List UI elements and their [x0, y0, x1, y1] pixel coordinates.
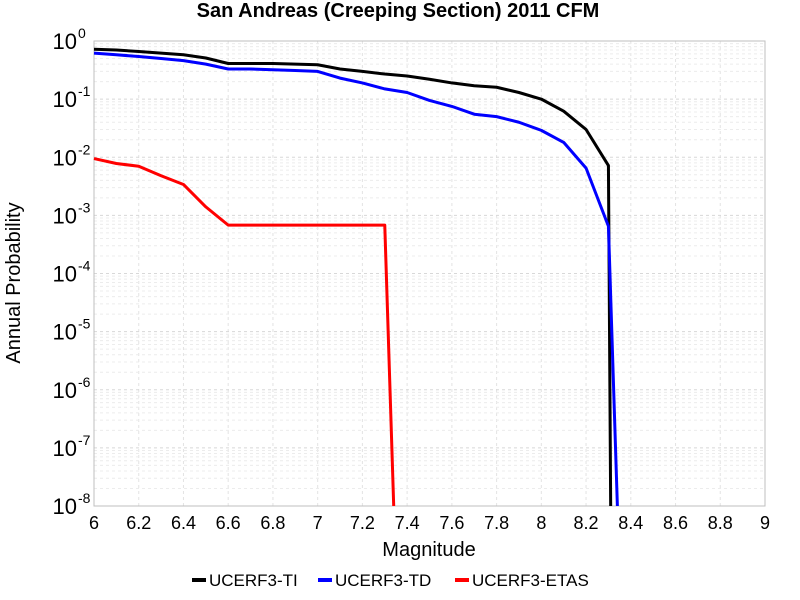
y-tick-label: 10 [53, 320, 77, 345]
x-axis-ticks: 6 6.2 6.4 6.6 6.8 7 7.2 7.4 7.6 7.8 8 8.2 8.4 8.6 8.8 9 [89, 513, 770, 533]
y-tick-label: 10 [53, 378, 77, 403]
series-line-1 [93, 47, 613, 507]
series-line-3 [93, 157, 396, 507]
x-tick-label: 7.2 [350, 513, 375, 533]
y-tick-label: 10 [53, 436, 77, 461]
y-tick-label: 10 [53, 87, 77, 112]
y-tick-exponent: -6 [78, 374, 91, 390]
x-tick-label: 7.6 [439, 513, 464, 533]
x-tick-label: 7 [313, 513, 323, 533]
x-tick-label: 8.2 [574, 513, 599, 533]
y-tick-exponent: -2 [78, 141, 91, 157]
y-tick-exponent: -7 [78, 432, 91, 448]
legend-label-2: UCERF3-TD [335, 571, 431, 590]
x-tick-label: 8 [536, 513, 546, 533]
grid [93, 41, 766, 507]
x-tick-label: 8.6 [663, 513, 688, 533]
x-tick-label: 8.4 [618, 513, 643, 533]
y-tick-exponent: -5 [78, 316, 91, 332]
y-tick-label: 10 [53, 203, 77, 228]
x-tick-label: 6 [89, 513, 99, 533]
x-tick-label: 7.8 [484, 513, 509, 533]
series-layer [93, 47, 619, 507]
x-tick-label: 7.4 [395, 513, 420, 533]
legend-label-1: UCERF3-TI [209, 571, 298, 590]
y-tick-exponent: -1 [78, 83, 91, 99]
y-axis-label: Annual Probability [3, 202, 25, 363]
x-axis-label: Magnitude [382, 539, 475, 561]
x-tick-label: 6.2 [126, 513, 151, 533]
y-tick-label: 10 [53, 262, 77, 287]
legend-label-3: UCERF3-ETAS [472, 571, 589, 590]
y-tick-exponent: -8 [78, 490, 91, 506]
y-tick-exponent: 0 [78, 25, 86, 41]
y-tick-exponent: -3 [78, 199, 91, 215]
legend: UCERF3-TI UCERF3-TD UCERF3-ETAS [192, 571, 589, 590]
y-tick-exponent: -4 [78, 258, 91, 274]
x-tick-label: 6.4 [171, 513, 196, 533]
y-tick-label: 10 [53, 29, 77, 54]
plot-area-frame [93, 40, 766, 507]
x-tick-label: 9 [760, 513, 770, 533]
y-tick-label: 10 [53, 494, 77, 519]
x-tick-label: 8.8 [708, 513, 733, 533]
chart-title: San Andreas (Creeping Section) 2011 CFM [197, 0, 600, 22]
y-tick-label: 10 [53, 145, 77, 170]
x-tick-label: 6.8 [260, 513, 285, 533]
x-tick-label: 6.6 [216, 513, 241, 533]
series-line-2 [93, 51, 619, 507]
